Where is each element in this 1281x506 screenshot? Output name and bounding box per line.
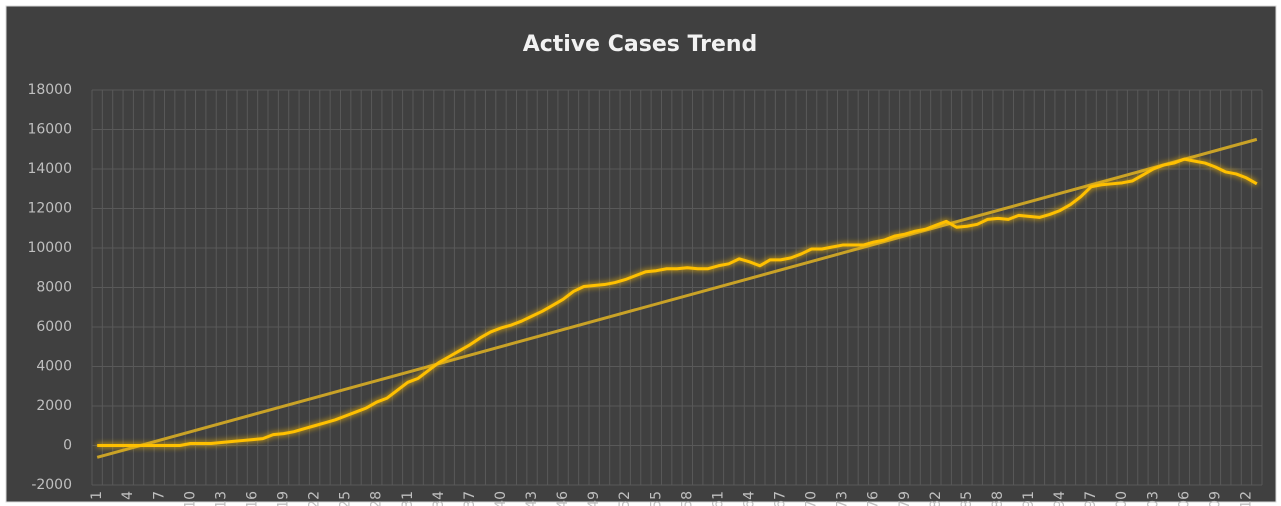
y-tick-label: 0 xyxy=(63,438,72,454)
y-tick-label: 10000 xyxy=(27,240,72,256)
trend-line xyxy=(96,137,1258,459)
x-tick-label: 64 xyxy=(741,491,757,506)
x-tick-label: 19 xyxy=(276,491,292,506)
y-tick-label: 4000 xyxy=(36,359,72,375)
chart-title: Active Cases Trend xyxy=(523,32,758,57)
x-tick-label: 106 xyxy=(1176,491,1192,506)
x-tick-label: 46 xyxy=(555,491,571,506)
x-tick-label: 112 xyxy=(1238,491,1254,506)
x-tick-label: 52 xyxy=(617,491,633,506)
x-tick-label: 25 xyxy=(338,491,354,506)
x-tick-label: 58 xyxy=(679,491,695,506)
x-tick-label: 109 xyxy=(1207,491,1223,506)
x-tick-label: 79 xyxy=(897,491,913,506)
x-tick-label: 70 xyxy=(804,491,820,506)
y-tick-label: 16000 xyxy=(27,122,72,138)
x-tick-label: 49 xyxy=(586,491,602,506)
y-tick-label: 14000 xyxy=(27,161,72,177)
y-tick-label: 8000 xyxy=(36,280,72,296)
x-tick-label: 43 xyxy=(524,491,540,506)
x-tick-label: 13 xyxy=(213,491,229,506)
x-tick-label: 7 xyxy=(151,491,167,500)
y-tick-label: 2000 xyxy=(36,398,72,414)
x-tick-label: 55 xyxy=(648,491,664,506)
y-tick-label: -2000 xyxy=(31,477,72,493)
x-tick-label: 28 xyxy=(369,491,385,506)
x-tick-label: 1 xyxy=(89,491,105,500)
x-tick-label: 85 xyxy=(959,491,975,506)
y-tick-label: 18000 xyxy=(27,82,72,98)
x-tick-label: 31 xyxy=(400,491,416,506)
x-tick-label: 10 xyxy=(182,491,198,506)
x-tick-label: 73 xyxy=(835,491,851,506)
x-tick-label: 103 xyxy=(1145,491,1161,506)
x-tick-label: 100 xyxy=(1114,491,1130,506)
x-tick-label: 22 xyxy=(307,491,323,506)
y-tick-label: 6000 xyxy=(36,319,72,335)
x-tick-label: 37 xyxy=(462,491,478,506)
x-tick-label: 91 xyxy=(1021,491,1037,506)
x-tick-label: 76 xyxy=(866,491,882,506)
y-tick-label: 12000 xyxy=(27,201,72,217)
x-tick-label: 61 xyxy=(710,491,726,506)
data-line xyxy=(97,157,1258,447)
x-tick-label: 67 xyxy=(773,491,789,506)
x-tick-label: 4 xyxy=(120,491,136,500)
x-tick-label: 88 xyxy=(990,491,1006,506)
x-tick-label: 34 xyxy=(431,491,447,506)
x-tick-label: 94 xyxy=(1052,491,1068,506)
x-tick-label: 16 xyxy=(244,491,260,506)
x-tick-label: 40 xyxy=(493,491,509,506)
x-tick-label: 82 xyxy=(928,491,944,506)
x-tick-label: 97 xyxy=(1083,491,1099,506)
